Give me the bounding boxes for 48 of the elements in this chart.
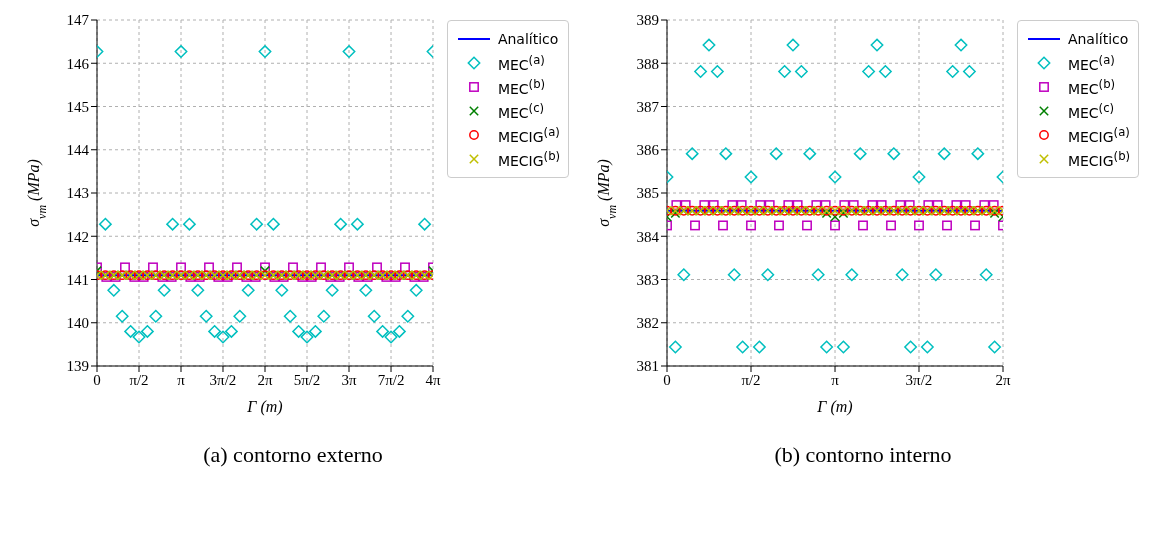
legend-label: MECIG$^{(a)}$ — [1067, 125, 1130, 145]
y-tick-label: 384 — [636, 228, 660, 245]
text: (a) contorno externo — [203, 442, 383, 468]
legend-label: MECIG$^{(b)}$ — [497, 149, 561, 169]
y-tick-label: 387 — [636, 98, 660, 115]
y-tick-label: 382 — [636, 315, 659, 332]
y-tick-label: 144 — [66, 142, 90, 159]
legend-label: MEC$^{(b)}$ — [497, 77, 546, 97]
x-tick-label: 3π — [341, 371, 357, 388]
x-tick-label: 3π/2 — [209, 371, 237, 388]
x-tick-label: 0 — [663, 371, 671, 388]
x-tick-label: π/2 — [129, 371, 149, 388]
y-tick-label: 142 — [66, 228, 89, 245]
x-tick-label: 7π/2 — [377, 371, 405, 388]
legend-label: Analítico — [1067, 31, 1129, 47]
x-tick-label: 2π — [995, 371, 1011, 388]
x-axis-title: Γ (m) — [246, 398, 283, 416]
x-tick-label: π — [177, 371, 186, 388]
legend-label: MEC$^{(a)}$ — [1067, 53, 1115, 73]
legend-label: MECIG$^{(a)}$ — [497, 125, 560, 145]
legend-label: MEC$^{(c)}$ — [497, 101, 545, 121]
legend-label: MEC$^{(b)}$ — [1067, 77, 1116, 97]
x-tick-label: 3π/2 — [905, 371, 933, 388]
y-tick-label: 146 — [66, 55, 90, 72]
y-tick-label: 383 — [636, 271, 659, 288]
y-tick-label: 147 — [66, 12, 90, 29]
y-tick-label: 141 — [66, 271, 89, 288]
legend-label: MECIG$^{(b)}$ — [1067, 149, 1131, 169]
x-tick-label: 0 — [93, 371, 101, 388]
text: (b) contorno interno — [774, 442, 952, 468]
y-tick-label: 140 — [66, 315, 89, 332]
y-tick-label: 389 — [636, 12, 659, 29]
y-tick-label: 145 — [66, 98, 89, 115]
y-tick-label: 143 — [66, 185, 89, 202]
x-tick-label: 2π — [257, 371, 273, 388]
legend-label: MEC$^{(a)}$ — [497, 53, 545, 73]
y-tick-label: 381 — [636, 358, 659, 375]
y-tick-label: 139 — [66, 358, 89, 375]
y-tick-label: 385 — [636, 185, 659, 202]
legend-label: Analítico — [497, 31, 559, 47]
x-tick-label: π — [831, 371, 840, 388]
x-tick-label: π/2 — [741, 371, 761, 388]
legend-label: MEC$^{(c)}$ — [1067, 101, 1115, 121]
x-tick-label: 4π — [425, 371, 441, 388]
y-tick-label: 386 — [636, 142, 660, 159]
y-tick-label: 388 — [636, 55, 659, 72]
x-tick-label: 5π/2 — [293, 371, 321, 388]
x-axis-title: Γ (m) — [816, 398, 853, 416]
